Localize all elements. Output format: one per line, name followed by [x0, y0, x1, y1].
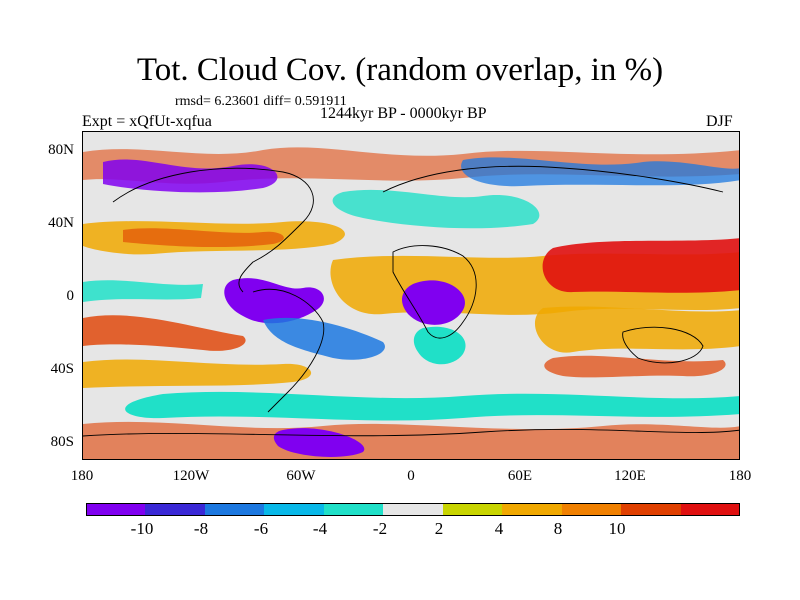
coastlines — [83, 165, 739, 437]
south-pacific-red — [83, 315, 246, 351]
colorbar-label: 10 — [608, 519, 626, 538]
colorbar-label: -6 — [253, 519, 269, 538]
north-pacific-red — [123, 228, 284, 248]
y-tick-40n: 40N — [48, 215, 74, 231]
y-tick-40s: 40S — [50, 361, 74, 377]
anomaly-map — [83, 132, 739, 459]
colorbar-label: -2 — [372, 519, 388, 538]
antarctic-warm-band — [83, 421, 739, 459]
colorbar-label: -8 — [193, 519, 209, 538]
x-tick-60e: 60E — [507, 468, 533, 484]
colorbar-label: -10 — [130, 519, 154, 538]
siberia-blue-patch — [461, 157, 739, 187]
north-atlantic-cyan — [332, 189, 540, 229]
colorbar-frame — [86, 503, 740, 516]
africa-coast — [392, 245, 477, 339]
experiment-label: Expt = xQfUt-xqfua — [82, 113, 212, 130]
x-tick-180w: 180 — [70, 468, 94, 484]
colorbar-label: -4 — [312, 519, 328, 538]
y-tick-eq: 0 — [66, 288, 75, 304]
south-pacific-orange — [83, 359, 312, 388]
eurasia-north-coast — [382, 165, 724, 193]
y-tick-80s: 80S — [50, 434, 74, 450]
x-tick-120e: 120E — [614, 468, 646, 484]
colorbar-label: 2 — [434, 519, 444, 538]
colorbar-label: 8 — [553, 519, 563, 538]
north-america-coast — [112, 167, 314, 293]
south-africa-cyan — [413, 326, 466, 365]
south-america-coast — [252, 288, 325, 413]
south-america-blue — [263, 317, 385, 360]
colorbar-label: 4 — [494, 519, 504, 538]
x-tick-180e: 180 — [728, 468, 752, 484]
stats-text: rmsd= 6.23601 diff= 0.591911 — [175, 94, 347, 109]
colorbar — [86, 503, 740, 516]
y-tick-80n: 80N — [48, 142, 74, 158]
southern-indian-red — [544, 355, 726, 378]
x-tick-0: 0 — [407, 468, 415, 484]
australia-coast — [622, 326, 704, 364]
period-label: 1244kyr BP - 0000kyr BP — [320, 105, 487, 122]
southern-ocean-cyan — [125, 391, 739, 421]
east-pacific-cyan — [83, 280, 203, 302]
antarctica-coast — [83, 428, 739, 437]
figure-title: Tot. Cloud Cov. (random overlap, in %) — [136, 52, 664, 88]
west-pacific-red — [542, 238, 739, 293]
amazon-purple — [224, 278, 324, 324]
x-tick-120w: 120W — [172, 468, 210, 484]
indian-ocean-orange — [534, 306, 739, 353]
season-label: DJF — [706, 113, 733, 130]
x-tick-60w: 60W — [286, 468, 316, 484]
map-panel — [82, 131, 740, 460]
